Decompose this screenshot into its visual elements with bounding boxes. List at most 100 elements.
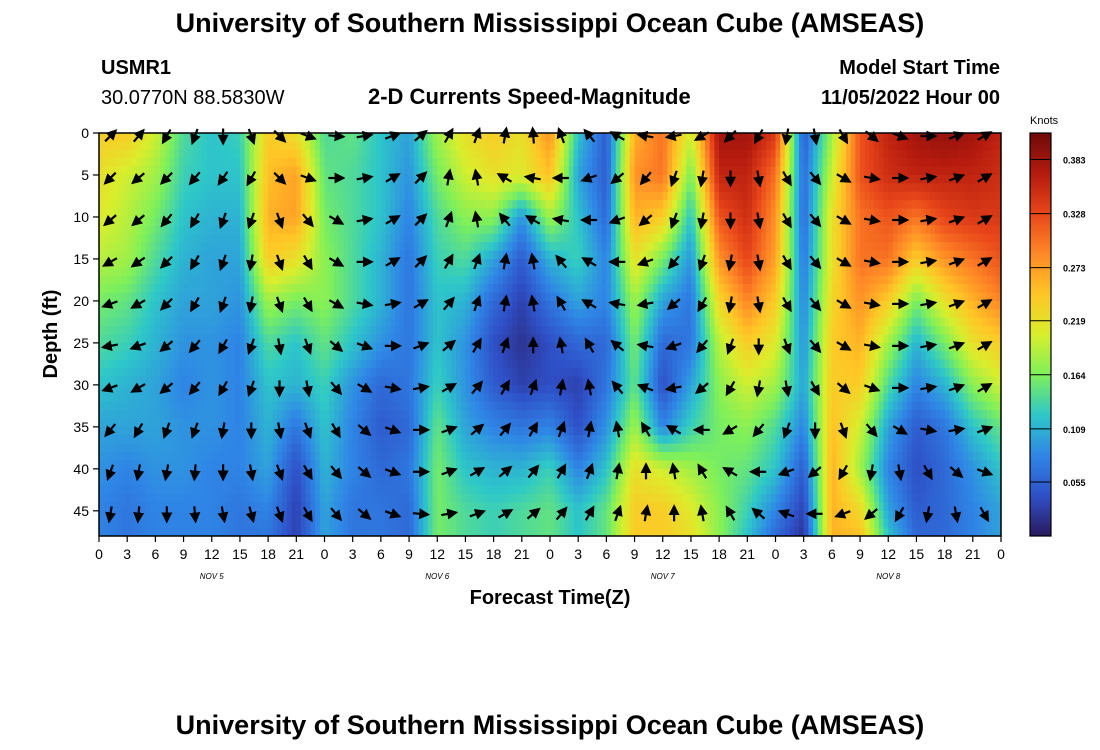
- heatmap-cell: [517, 477, 523, 487]
- heatmap-cell: [315, 359, 321, 369]
- heatmap-cell: [249, 435, 255, 445]
- heatmap-cell: [545, 494, 551, 504]
- heatmap-cell: [371, 342, 377, 352]
- heatmap-cell: [343, 368, 349, 378]
- heatmap-cell: [211, 250, 218, 260]
- heatmap-cell: [113, 200, 119, 210]
- heatmap-cell: [188, 460, 194, 470]
- heatmap-cell: [315, 468, 321, 478]
- heatmap-cell: [155, 233, 161, 243]
- heatmap-cell: [131, 519, 138, 529]
- heatmap-cell: [573, 435, 579, 445]
- heatmap-cell: [221, 225, 227, 235]
- heatmap-cell: [545, 485, 551, 495]
- heatmap-cell: [338, 158, 344, 168]
- heatmap-cell: [329, 317, 335, 327]
- heatmap-cell: [192, 401, 199, 411]
- heatmap-cell: [108, 326, 114, 336]
- heatmap-cell: [103, 519, 109, 529]
- heatmap-cell: [578, 216, 584, 226]
- heatmap-cell: [474, 351, 481, 361]
- heatmap-cell: [333, 183, 340, 193]
- heatmap-cell: [244, 443, 250, 453]
- heatmap-cell: [394, 443, 401, 453]
- heatmap-cell: [451, 309, 457, 319]
- heatmap-cell: [282, 233, 288, 243]
- heatmap-cell: [456, 166, 462, 176]
- heatmap-cell: [479, 494, 485, 504]
- heatmap-cell: [103, 502, 109, 512]
- heatmap-cell: [376, 242, 382, 252]
- heatmap-cell: [418, 225, 424, 235]
- heatmap-cell: [338, 284, 344, 294]
- heatmap-cell: [540, 401, 546, 411]
- heatmap-cell: [225, 384, 232, 394]
- heatmap-cell: [244, 309, 250, 319]
- heatmap-cell: [296, 242, 302, 252]
- heatmap-cell: [291, 477, 297, 487]
- heatmap-cell: [456, 275, 462, 285]
- heatmap-cell: [545, 242, 551, 252]
- heatmap-cell: [427, 258, 434, 268]
- heatmap-cell: [493, 334, 499, 344]
- heatmap-cell: [390, 502, 396, 512]
- heatmap-cell: [418, 426, 424, 436]
- heatmap-cell: [568, 393, 575, 403]
- heatmap-cell: [117, 359, 124, 369]
- heatmap-cell: [441, 141, 448, 151]
- heatmap-cell: [286, 174, 293, 184]
- heatmap-cell: [315, 292, 321, 302]
- heatmap-cell: [474, 326, 481, 336]
- heatmap-cell: [441, 452, 448, 462]
- heatmap-cell: [296, 200, 302, 210]
- heatmap-cell: [160, 242, 166, 252]
- heatmap-cell: [484, 275, 490, 285]
- heatmap-cell: [286, 527, 293, 536]
- heatmap-cell: [493, 233, 499, 243]
- heatmap-cell: [338, 317, 344, 327]
- heatmap-cell: [465, 191, 471, 201]
- heatmap-cell: [131, 443, 138, 453]
- heatmap-cell: [474, 191, 481, 201]
- heatmap-cell: [301, 401, 307, 411]
- heatmap-cell: [437, 141, 443, 151]
- heatmap-cell: [493, 443, 499, 453]
- heatmap-cell: [423, 485, 429, 495]
- heatmap-cell: [315, 452, 321, 462]
- heatmap-cell: [272, 284, 279, 294]
- heatmap-cell: [117, 250, 124, 260]
- heatmap-cell: [531, 410, 537, 420]
- heatmap-cell: [127, 468, 133, 478]
- heatmap-cell: [470, 158, 476, 168]
- heatmap-cell: [540, 485, 546, 495]
- heatmap-cell: [531, 141, 537, 151]
- heatmap-cell: [507, 216, 514, 226]
- heatmap-cell: [441, 183, 448, 193]
- heatmap-cell: [488, 468, 495, 478]
- heatmap-cell: [484, 284, 490, 294]
- heatmap-cell: [432, 443, 438, 453]
- heatmap-cell: [239, 426, 246, 436]
- heatmap-cell: [324, 133, 330, 142]
- heatmap-cell: [230, 510, 236, 520]
- heatmap-cell: [423, 284, 429, 294]
- heatmap-cell: [249, 200, 255, 210]
- heatmap-cell: [296, 460, 302, 470]
- heatmap-cell: [517, 284, 523, 294]
- heatmap-cell: [451, 502, 457, 512]
- heatmap-cell: [371, 191, 377, 201]
- heatmap-cell: [559, 250, 565, 260]
- heatmap-cell: [423, 141, 429, 151]
- heatmap-cell: [291, 510, 297, 520]
- heatmap-cell: [493, 418, 499, 428]
- heatmap-cell: [136, 166, 142, 176]
- heatmap-cell: [554, 284, 560, 294]
- heatmap-cell: [145, 174, 152, 184]
- heatmap-cell: [550, 510, 556, 520]
- heatmap-cell: [535, 443, 542, 453]
- heatmap-cell: [493, 250, 499, 260]
- heatmap-cell: [498, 502, 504, 512]
- heatmap-cell: [578, 460, 584, 470]
- heatmap-cell: [493, 258, 499, 268]
- heatmap-cell: [178, 216, 185, 226]
